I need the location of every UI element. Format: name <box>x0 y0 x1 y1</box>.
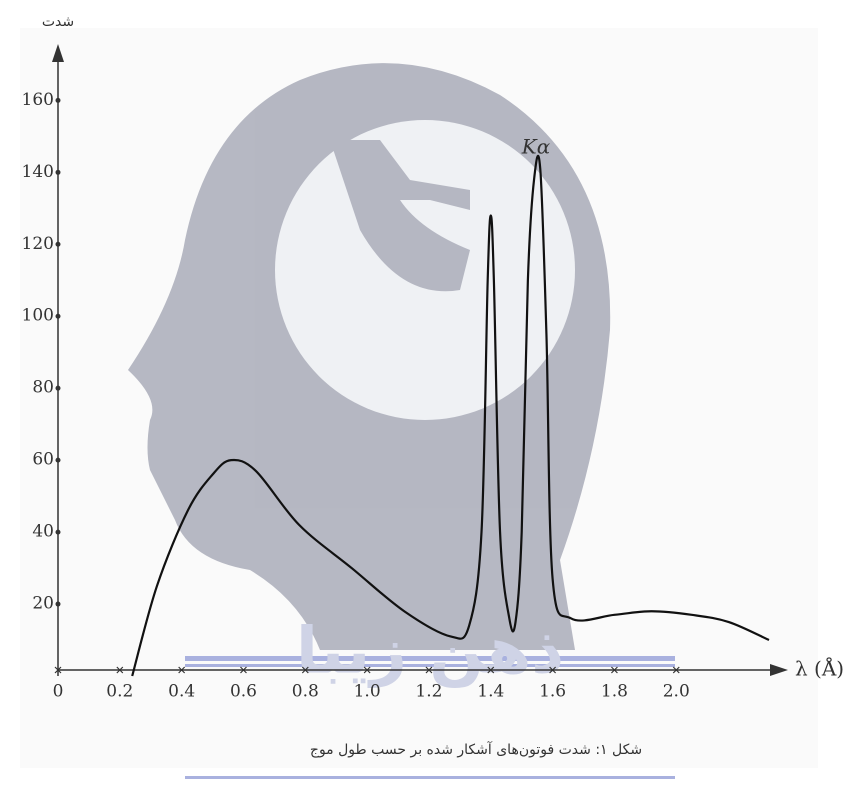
y-tick-label: 60 <box>32 450 54 470</box>
head-watermark <box>128 63 611 650</box>
x-tick <box>487 666 495 674</box>
x-tick-label: 0.6 <box>230 682 257 702</box>
x-tick-label: 1.0 <box>354 682 381 702</box>
y-tick-label: 100 <box>22 306 54 326</box>
x-tick-label: 0.8 <box>292 682 319 702</box>
x-tick <box>672 666 680 674</box>
x-tick <box>611 666 618 674</box>
y-tick-label: 120 <box>22 234 54 254</box>
y-tick <box>55 97 61 103</box>
y-tick <box>55 529 61 535</box>
x-tick-label: 0.2 <box>106 682 133 702</box>
y-tick <box>55 169 61 175</box>
y-axis-label: شدت <box>42 14 74 30</box>
x-arrow <box>770 664 788 676</box>
x-tick <box>178 666 186 674</box>
annotation: Kα <box>521 135 551 159</box>
x-tick <box>301 666 309 674</box>
x-axis-label: λ (Å) <box>795 656 844 681</box>
x-tick-label: 1.8 <box>601 682 628 702</box>
y-tick-label: 80 <box>32 378 54 398</box>
decor-bar <box>185 776 675 779</box>
y-tick <box>55 385 61 391</box>
x-tick-label: 0.4 <box>168 682 195 702</box>
x-tick <box>240 666 247 674</box>
watermark: ذهن زیبا <box>296 615 564 689</box>
caption: شکل ۱: شدت فوتون‌های آشکار شده بر حسب طو… <box>310 741 642 758</box>
y-tick-label: 40 <box>32 522 54 542</box>
y-tick <box>55 241 61 247</box>
x-tick-label: 1.6 <box>539 682 566 702</box>
series-line <box>131 154 770 677</box>
y-tick <box>55 601 61 607</box>
y-tick-label: 140 <box>22 162 54 182</box>
x-tick-label: 1.4 <box>477 682 504 702</box>
x-tick-label: 1.2 <box>415 682 442 702</box>
x-tick-label: 0 <box>53 682 64 702</box>
y-tick-label: 160 <box>22 90 54 110</box>
x-tick <box>54 666 62 674</box>
y-arrow <box>52 44 64 62</box>
decor-bar <box>185 656 675 661</box>
x-tick-label: 2.0 <box>663 682 690 702</box>
y-tick <box>55 457 61 463</box>
decor-bar <box>185 664 675 667</box>
x-tick <box>363 666 371 674</box>
x-tick <box>549 666 557 674</box>
y-tick-label: 20 <box>32 594 54 614</box>
x-tick <box>425 666 433 674</box>
x-tick <box>116 666 124 674</box>
y-tick <box>55 313 61 319</box>
